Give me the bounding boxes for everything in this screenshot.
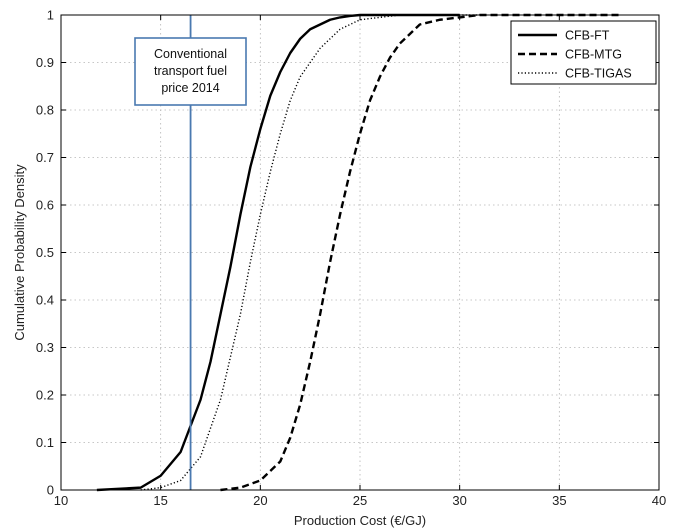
y-tick-label: 0.2 (36, 388, 54, 403)
y-tick-label: 0.3 (36, 340, 54, 355)
annotation-text: Conventional (154, 47, 227, 61)
legend-label: CFB-FT (565, 29, 610, 43)
x-tick-label: 40 (652, 493, 666, 508)
series-layer (96, 13, 620, 492)
ticks-layer: 10 15 20 25 30 35 40 0 0.1 0.2 0.3 0.4 0.5 0.6 0.7 0.8 0… (36, 8, 666, 509)
y-axis-label: Cumulative Probability Density (12, 164, 27, 341)
series-line-cfb-tigas (140, 14, 480, 491)
y-tick-label: 0.5 (36, 245, 54, 260)
x-tick-label: 10 (54, 493, 68, 508)
y-tick-label: 0.4 (36, 293, 54, 308)
y-tick-label: 0.9 (36, 55, 54, 70)
y-tick-label: 0.1 (36, 435, 54, 450)
y-tick-label: 0.7 (36, 150, 54, 165)
annotation-text: transport fuel (154, 64, 227, 78)
x-tick-label: 30 (452, 493, 466, 508)
y-tick-label: 0.8 (36, 103, 54, 118)
legend: CFB-FT CFB-MTG CFB-TIGAS (510, 20, 657, 85)
x-tick-label: 35 (552, 493, 566, 508)
annotation-box (134, 37, 247, 106)
y-tick-label: 0.6 (36, 198, 54, 213)
y-tick-label: 0 (47, 483, 54, 498)
x-tick-label: 20 (253, 493, 267, 508)
series-line-cfb-ft (96, 13, 460, 492)
annotation-layer: Conventional transport fuel price 2014 (134, 15, 247, 490)
x-tick-label: 15 (153, 493, 167, 508)
annotation-text: price 2014 (161, 81, 219, 95)
legend-label: CFB-TIGAS (565, 67, 632, 81)
x-tick-label: 25 (353, 493, 367, 508)
y-tick-label: 1 (47, 8, 54, 23)
x-axis-label: Production Cost (€/GJ) (294, 513, 426, 528)
legend-label: CFB-MTG (565, 48, 622, 62)
